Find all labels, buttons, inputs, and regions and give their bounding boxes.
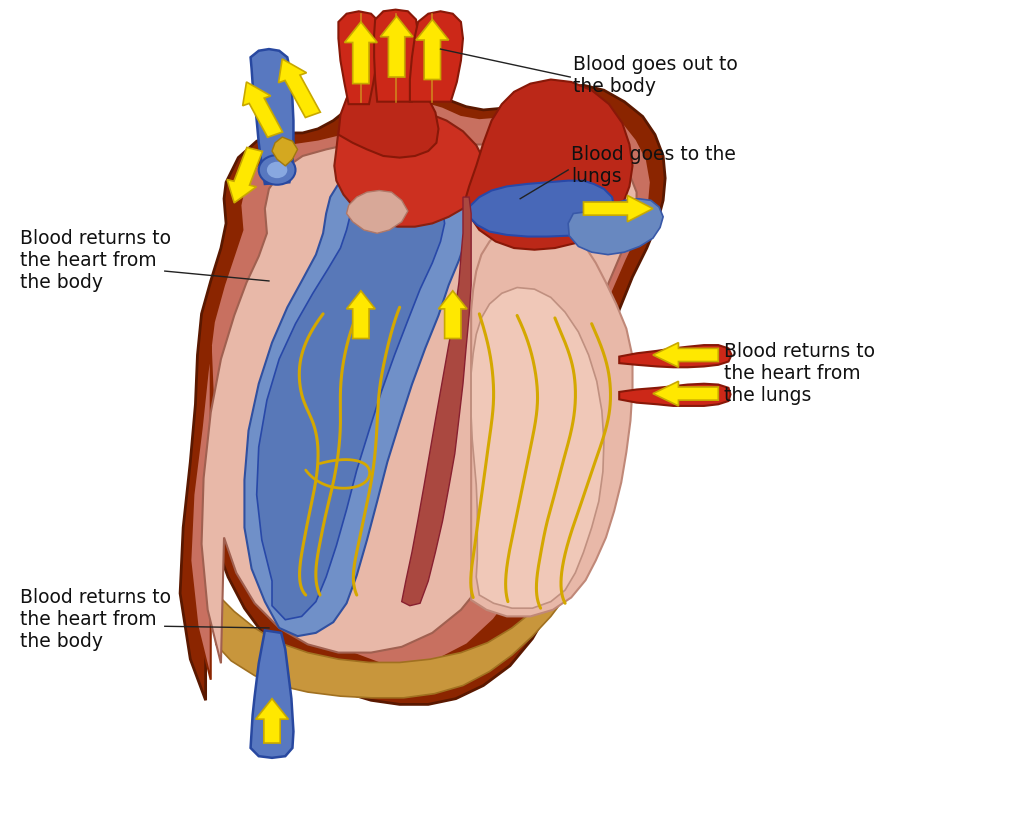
Circle shape xyxy=(267,162,288,178)
Polygon shape xyxy=(438,290,467,338)
Polygon shape xyxy=(180,85,666,705)
Polygon shape xyxy=(584,196,653,222)
Polygon shape xyxy=(279,59,321,117)
Polygon shape xyxy=(338,12,379,104)
Polygon shape xyxy=(257,182,444,620)
Circle shape xyxy=(259,155,296,185)
Text: Blood returns to
the heart from
the body: Blood returns to the heart from the body xyxy=(19,229,171,292)
Polygon shape xyxy=(653,342,718,367)
Text: Blood returns to
the heart from
the lungs: Blood returns to the heart from the lung… xyxy=(724,342,876,404)
Polygon shape xyxy=(346,191,408,233)
Text: Blood goes to the
lungs: Blood goes to the lungs xyxy=(571,145,736,186)
Polygon shape xyxy=(568,199,664,255)
Polygon shape xyxy=(227,148,262,203)
Polygon shape xyxy=(374,10,418,101)
Polygon shape xyxy=(401,197,471,606)
Polygon shape xyxy=(256,699,289,743)
Polygon shape xyxy=(214,573,573,698)
Polygon shape xyxy=(416,20,449,79)
Polygon shape xyxy=(471,217,633,616)
Polygon shape xyxy=(338,75,438,158)
Text: Blood goes out to
the body: Blood goes out to the body xyxy=(573,55,738,96)
Polygon shape xyxy=(245,169,469,636)
Polygon shape xyxy=(202,144,637,663)
Polygon shape xyxy=(620,345,731,367)
Polygon shape xyxy=(190,97,651,680)
Polygon shape xyxy=(251,630,294,758)
Polygon shape xyxy=(465,79,633,250)
Polygon shape xyxy=(272,137,298,166)
Polygon shape xyxy=(251,49,294,184)
Polygon shape xyxy=(471,288,604,608)
Polygon shape xyxy=(243,82,283,137)
Text: Blood returns to
the heart from
the body: Blood returns to the heart from the body xyxy=(19,588,171,651)
Polygon shape xyxy=(620,384,730,406)
Polygon shape xyxy=(334,110,486,227)
Polygon shape xyxy=(469,181,614,237)
Polygon shape xyxy=(346,290,375,338)
Polygon shape xyxy=(344,22,377,83)
Polygon shape xyxy=(653,381,718,406)
Polygon shape xyxy=(380,16,413,77)
Polygon shape xyxy=(410,12,463,101)
